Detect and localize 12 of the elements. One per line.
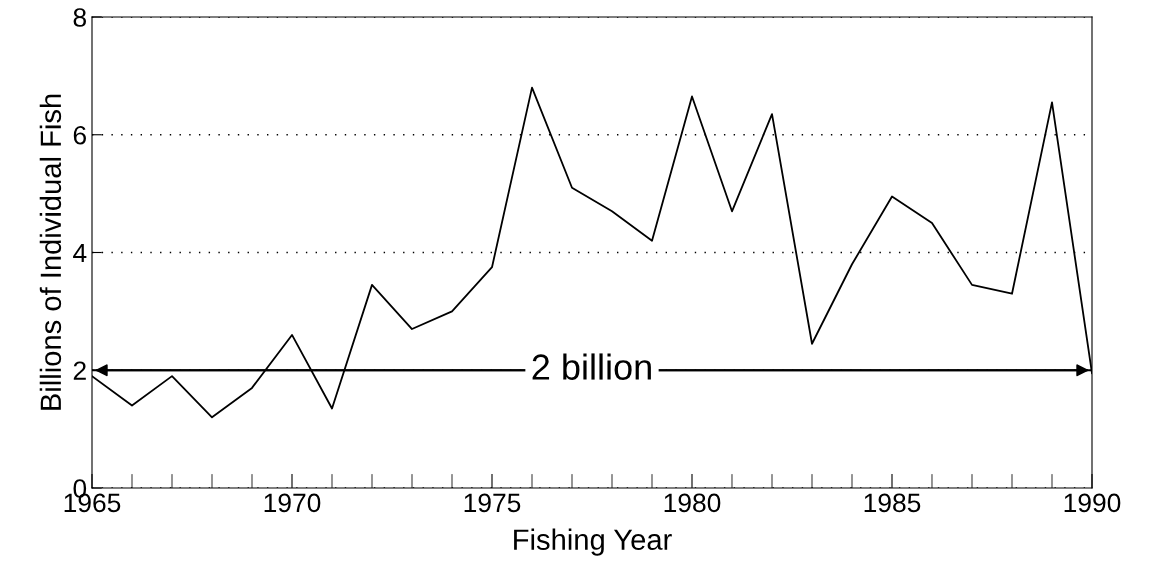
x-axis-title: Fishing Year: [514, 528, 672, 556]
x-tick-label: 1985: [864, 493, 921, 513]
y-tick-label: 6: [73, 125, 86, 145]
x-tick-label: 1980: [664, 493, 721, 513]
y-tick-label: 4: [73, 243, 87, 263]
x-tick-label: 1975: [464, 493, 521, 513]
y-tick-label: 2: [73, 361, 86, 380]
x-tick-label: 1990: [1064, 493, 1121, 513]
x-tick-label: 1970: [264, 493, 321, 513]
y-tick-label: 8: [73, 8, 86, 27]
y-axis-title: Billions of Individual Fish: [39, 94, 62, 410]
ref-line-label: 2 billion: [532, 353, 651, 380]
